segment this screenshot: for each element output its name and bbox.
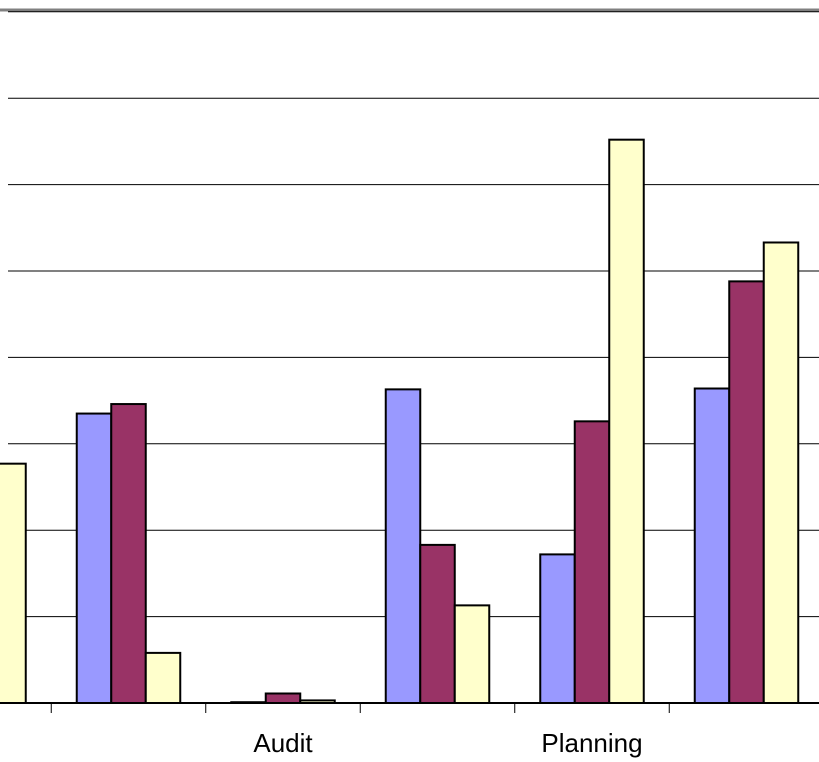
bar bbox=[111, 404, 146, 703]
bar bbox=[540, 554, 575, 703]
bar bbox=[455, 605, 490, 703]
bar bbox=[729, 281, 764, 703]
bar bbox=[386, 389, 421, 703]
bar bbox=[0, 464, 26, 703]
x-axis bbox=[0, 703, 819, 713]
bar bbox=[695, 389, 730, 703]
bar bbox=[77, 414, 112, 703]
bar bbox=[420, 545, 455, 703]
category-label: Planning bbox=[541, 728, 642, 758]
bar bbox=[266, 693, 301, 703]
bar bbox=[609, 140, 644, 703]
bar bbox=[575, 421, 610, 703]
bars bbox=[0, 140, 798, 703]
category-label: Audit bbox=[253, 728, 313, 758]
bar bbox=[764, 242, 799, 703]
category-labels: ngAuditPlanning bbox=[0, 728, 643, 758]
bar bbox=[146, 653, 181, 703]
